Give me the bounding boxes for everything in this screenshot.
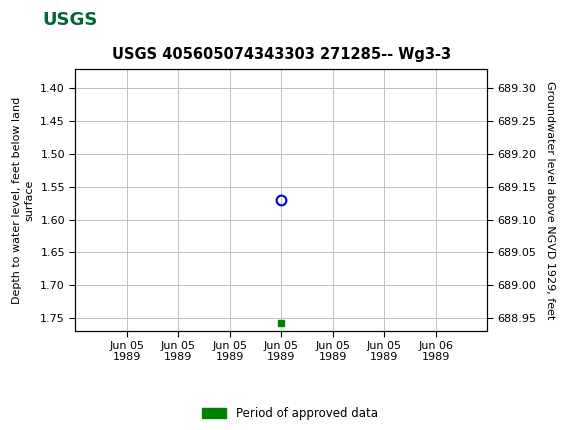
- Y-axis label: Groundwater level above NGVD 1929, feet: Groundwater level above NGVD 1929, feet: [545, 81, 555, 319]
- Text: USGS: USGS: [42, 12, 97, 29]
- Y-axis label: Depth to water level, feet below land
surface: Depth to water level, feet below land su…: [12, 96, 35, 304]
- Title: USGS 405605074343303 271285-- Wg3-3: USGS 405605074343303 271285-- Wg3-3: [112, 47, 451, 62]
- Bar: [3, 2, 130, 39]
- Legend: Period of approved data: Period of approved data: [202, 407, 378, 420]
